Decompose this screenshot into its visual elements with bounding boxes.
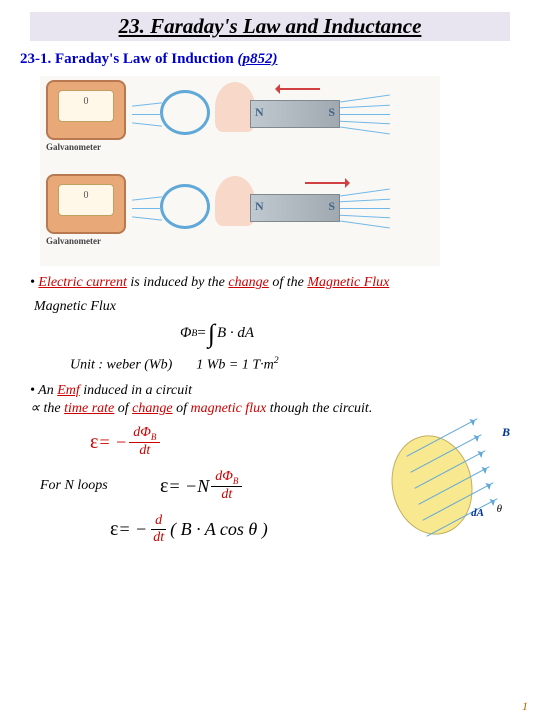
minus-3: = − <box>118 519 147 540</box>
induction-figure: Galvanometer N S Galvanometer N S <box>40 76 440 266</box>
magnet-n-bottom: N <box>255 199 264 214</box>
label-da: dA <box>471 507 484 519</box>
page-number: 1 <box>522 699 528 714</box>
b2-c: induced in a circuit <box>80 383 192 398</box>
bullet1-term2: change <box>228 275 268 290</box>
label-b: B <box>502 425 510 440</box>
flux-disk-figure: B dA θ <box>372 425 512 535</box>
galvanometer-label-top: Galvanometer <box>46 142 101 152</box>
subtitle-page-ref: (p852) <box>238 51 278 67</box>
frac-1: dΦB dt <box>129 425 160 459</box>
n-sym: N <box>197 476 209 497</box>
b2-f: of <box>114 401 132 416</box>
coil-bottom <box>160 184 210 229</box>
emf-equations-block: ε = − dΦB dt For N loops ε = − N dΦB dt … <box>20 425 520 546</box>
hand-top <box>215 82 255 132</box>
bullet1-term1: Electric current <box>38 275 127 290</box>
label-theta: θ <box>497 503 502 515</box>
b2-a: • An <box>30 383 57 398</box>
motion-arrow-top <box>280 88 320 90</box>
minus-2: = − <box>168 476 197 497</box>
magnet-s-bottom: S <box>328 199 335 214</box>
b2-h: of <box>173 401 191 416</box>
magnet-s-top: S <box>328 105 335 120</box>
magnet-bottom: N S <box>250 194 340 222</box>
minus-1: = − <box>98 432 127 453</box>
emf-eq-1: ε = − dΦB dt <box>90 425 162 459</box>
unit-sup: 2 <box>274 355 279 366</box>
magnet-n-top: N <box>255 105 264 120</box>
emf-eq-n: ε = − N dΦB dt <box>160 469 244 503</box>
galvanometer-bottom <box>46 174 126 234</box>
epsilon-2: ε <box>160 475 168 498</box>
bullet1-term3: Magnetic Flux <box>307 275 389 290</box>
phi-sym: Φ <box>180 325 191 342</box>
eq-sign-1: = <box>197 325 205 342</box>
b2-timerate: time rate <box>64 401 114 416</box>
magnet-top: N S <box>250 100 340 128</box>
for-n-loops-label: For N loops <box>40 478 160 494</box>
bullet1-c: is induced by the <box>127 275 228 290</box>
emf-eq-expanded: ε = − d dt ( B · A cos θ ) <box>110 513 268 546</box>
integral-icon: ∫ <box>208 319 215 349</box>
flux-equation: ΦB = ∫ B · dA <box>180 319 520 349</box>
b2-emf: Emf <box>57 383 80 398</box>
unit-label: Unit : weber (Wb) <box>70 358 172 373</box>
epsilon-1: ε <box>90 431 98 454</box>
b2-magflux: magnetic flux <box>190 401 266 416</box>
subtitle-number: 23-1. Faraday's Law of Induction <box>20 51 238 67</box>
b2-change: change <box>132 401 172 416</box>
unit-eq: 1 Wb = 1 T·m <box>196 358 274 373</box>
frac-3: d dt <box>149 513 168 546</box>
coil-top <box>160 90 210 135</box>
bullet1-e: of the <box>269 275 308 290</box>
bacos: ( B · A cos θ ) <box>170 519 268 540</box>
magnetic-flux-label: Magnetic Flux <box>34 299 520 315</box>
galvanometer-top <box>46 80 126 140</box>
page-title: 23. Faraday's Law and Inductance <box>30 12 510 41</box>
galvanometer-label-bottom: Galvanometer <box>46 236 101 246</box>
motion-arrow-bottom <box>305 182 345 184</box>
frac-2: dΦB dt <box>211 469 242 503</box>
unit-row: Unit : weber (Wb) 1 Wb = 1 T·m2 <box>70 355 520 374</box>
epsilon-3: ε <box>110 518 118 541</box>
integrand: B · dA <box>217 325 254 342</box>
bullet-emf: • An Emf induced in a circuit ∝ the time… <box>30 382 516 420</box>
b2-d: ∝ the <box>30 401 64 416</box>
bullet-electric-current: • Electric current is induced by the cha… <box>30 274 516 293</box>
hand-bottom <box>215 176 255 226</box>
disk-surface <box>382 428 481 542</box>
b2-j: though the circuit. <box>266 401 372 416</box>
section-subtitle: 23-1. Faraday's Law of Induction (p852) <box>20 51 520 68</box>
